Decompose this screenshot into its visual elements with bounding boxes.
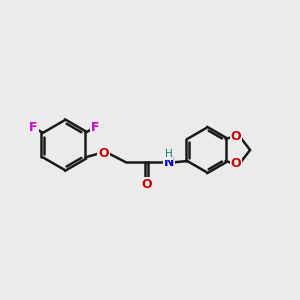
Text: F: F [29,121,38,134]
Text: O: O [141,178,152,190]
Text: N: N [164,156,174,169]
Text: O: O [98,147,109,160]
Text: O: O [231,157,241,169]
Text: H: H [165,149,173,159]
Text: O: O [231,130,241,143]
Text: F: F [91,121,99,134]
